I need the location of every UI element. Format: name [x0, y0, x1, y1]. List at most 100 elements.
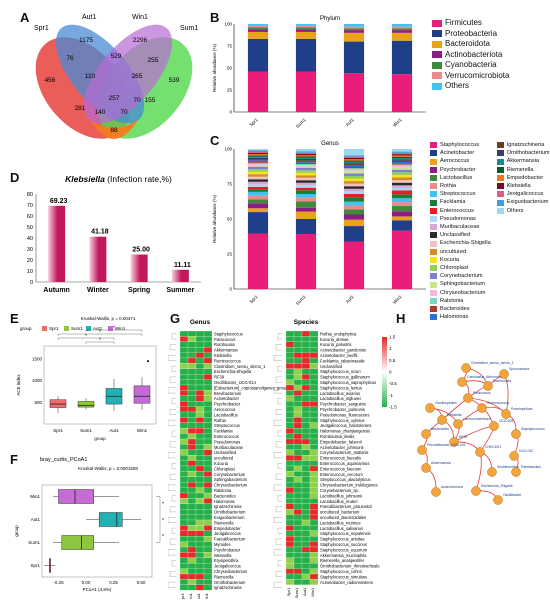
- genus-cell: [195, 476, 205, 483]
- species-cell: [293, 579, 303, 585]
- pcoa-boxplot: bray_curtis_PCoA1 Kruskal-Wallis, p = 0.0…: [14, 457, 164, 592]
- species-row-label: Ornithobacterium_rhinotracheale: [320, 564, 380, 569]
- genus-cell: [187, 384, 197, 391]
- bar-segment-Win1-8: [391, 190, 413, 195]
- genus-row-label: Kocuria: [214, 461, 229, 466]
- genus-dendro-branch: [168, 484, 176, 491]
- genus-row-label: Staphylococcus: [214, 331, 243, 336]
- genus-cell: [179, 492, 189, 499]
- species-cell: [309, 449, 319, 456]
- network-node-label: Lachnoclostridium: [463, 417, 491, 421]
- signif-mark: *: [162, 518, 164, 524]
- species-cell: [285, 428, 295, 434]
- legend-swatch-Aut1: [86, 326, 91, 331]
- bar-segment-Sum1-2: [295, 31, 317, 39]
- y-tick-label: 80: [27, 192, 33, 198]
- legend-swatch: [496, 174, 504, 181]
- species-row-label: Lactobacillus_aviarius: [320, 391, 360, 396]
- phylum-stacked-bar-chart: Phylum Relative abundance (%) 0 25 50 75 100 Sp…: [212, 16, 426, 129]
- legend-label: Streptococcus: [440, 191, 476, 198]
- genus-title: Genus: [190, 319, 211, 326]
- network-node-n4: [499, 369, 509, 379]
- bar-segment-Win1-23: [391, 159, 413, 161]
- genus-cell: [203, 514, 213, 521]
- genus-row-label: Myroides: [214, 542, 231, 547]
- species-row-label: Enterococcus_aquimarinus: [320, 461, 369, 466]
- genus-dendro-branch: [169, 473, 176, 480]
- bar-segment-Sum1-4: [295, 201, 317, 208]
- genus-row-label: Ornithobacterium: [214, 510, 246, 515]
- species-dendro-branch: [275, 409, 282, 415]
- species-cell: [293, 401, 303, 407]
- genus-cell: [195, 411, 205, 418]
- legend-item: Pseudomonas: [430, 215, 491, 223]
- genus-cell: [179, 525, 189, 531]
- bar-autumn: [48, 205, 66, 282]
- species-dendro-branch: [277, 333, 282, 340]
- genus-cell: [187, 379, 197, 386]
- species-row-label: Lactobacillus_murinus: [320, 520, 361, 525]
- genus-cell: [203, 438, 213, 445]
- legend-swatch: [432, 72, 442, 80]
- chart-subtitle: Kruskal-Wallis, p = 0.0001508: [78, 466, 138, 471]
- signif-bracket: [57, 337, 115, 340]
- bar-segment-Spr1-15: [247, 169, 269, 172]
- bar-segment-Win1-28: [391, 152, 413, 155]
- y-tick-label: 25: [227, 252, 233, 257]
- species-cell: [309, 357, 319, 364]
- genus-cell: [179, 438, 189, 445]
- genus-cell: [203, 449, 213, 456]
- legend-swatch: [430, 224, 437, 231]
- species-cell: [285, 503, 295, 510]
- bar-segment-Aut1-6: [343, 24, 365, 27]
- y-tick-label: 100: [224, 147, 232, 152]
- species-dendro-branch: [273, 549, 282, 556]
- genus-cell: [203, 374, 213, 380]
- bar-segment-Spr1-2: [247, 208, 269, 213]
- species-cell: [301, 563, 311, 569]
- y-tick-label: 50: [227, 217, 233, 222]
- species-cell: [301, 374, 311, 380]
- species-row-label: Staphylococcus_gallinarum: [320, 375, 370, 380]
- species-cell: [309, 417, 319, 423]
- species-row-label: Facklamia_tabacinasalis: [320, 358, 365, 363]
- legend-swatch: [430, 240, 437, 247]
- venn-region-win_only: 2296: [133, 37, 148, 44]
- genus-cell: [187, 417, 197, 423]
- legend-label: Pseudomonas: [440, 215, 476, 222]
- genus-cell: [179, 395, 189, 402]
- species-cell: [285, 374, 295, 380]
- species-cell: [301, 438, 311, 445]
- genus-cell: [203, 330, 213, 337]
- legend-label: Proteobacteria: [445, 28, 498, 38]
- species-cell: [309, 401, 319, 407]
- genus-cell: [195, 471, 205, 477]
- network-node-n17: [477, 403, 487, 413]
- species-cell: [301, 509, 311, 515]
- genus-cell: [203, 395, 213, 402]
- genus-cell: [195, 357, 205, 364]
- legend-swatch: [430, 215, 437, 222]
- bar-segment-Win1-19: [391, 164, 413, 166]
- bar-segment-Win1-24: [391, 158, 413, 160]
- genus-cell: [187, 509, 197, 515]
- bar-segment-Sum1-19: [295, 164, 317, 166]
- bar-segment-Spr1-28: [247, 151, 269, 153]
- genus-cell: [203, 411, 213, 418]
- species-row-label: Acinetobacter_radioresistens: [320, 580, 373, 585]
- genus-cell: [179, 498, 189, 504]
- species-cell: [285, 406, 295, 413]
- species-cell: [293, 465, 303, 472]
- genus-row-label: Pseudomonas: [214, 439, 240, 444]
- bar-segment-Sum1-20: [295, 162, 317, 164]
- network-node-label: Staphylococcus: [521, 427, 545, 431]
- genus-cell: [195, 352, 205, 359]
- genus-dendro-branch: [171, 527, 176, 534]
- species-cell: [285, 509, 295, 515]
- genus-cell: [187, 514, 197, 521]
- y-axis-label: Relative abundance (%): [212, 43, 217, 92]
- species-dendro-branch: [275, 473, 282, 480]
- species-cell: [301, 525, 311, 531]
- bar-segment-Aut1-25: [343, 160, 365, 162]
- bar-segment-Spr1-19: [247, 162, 269, 165]
